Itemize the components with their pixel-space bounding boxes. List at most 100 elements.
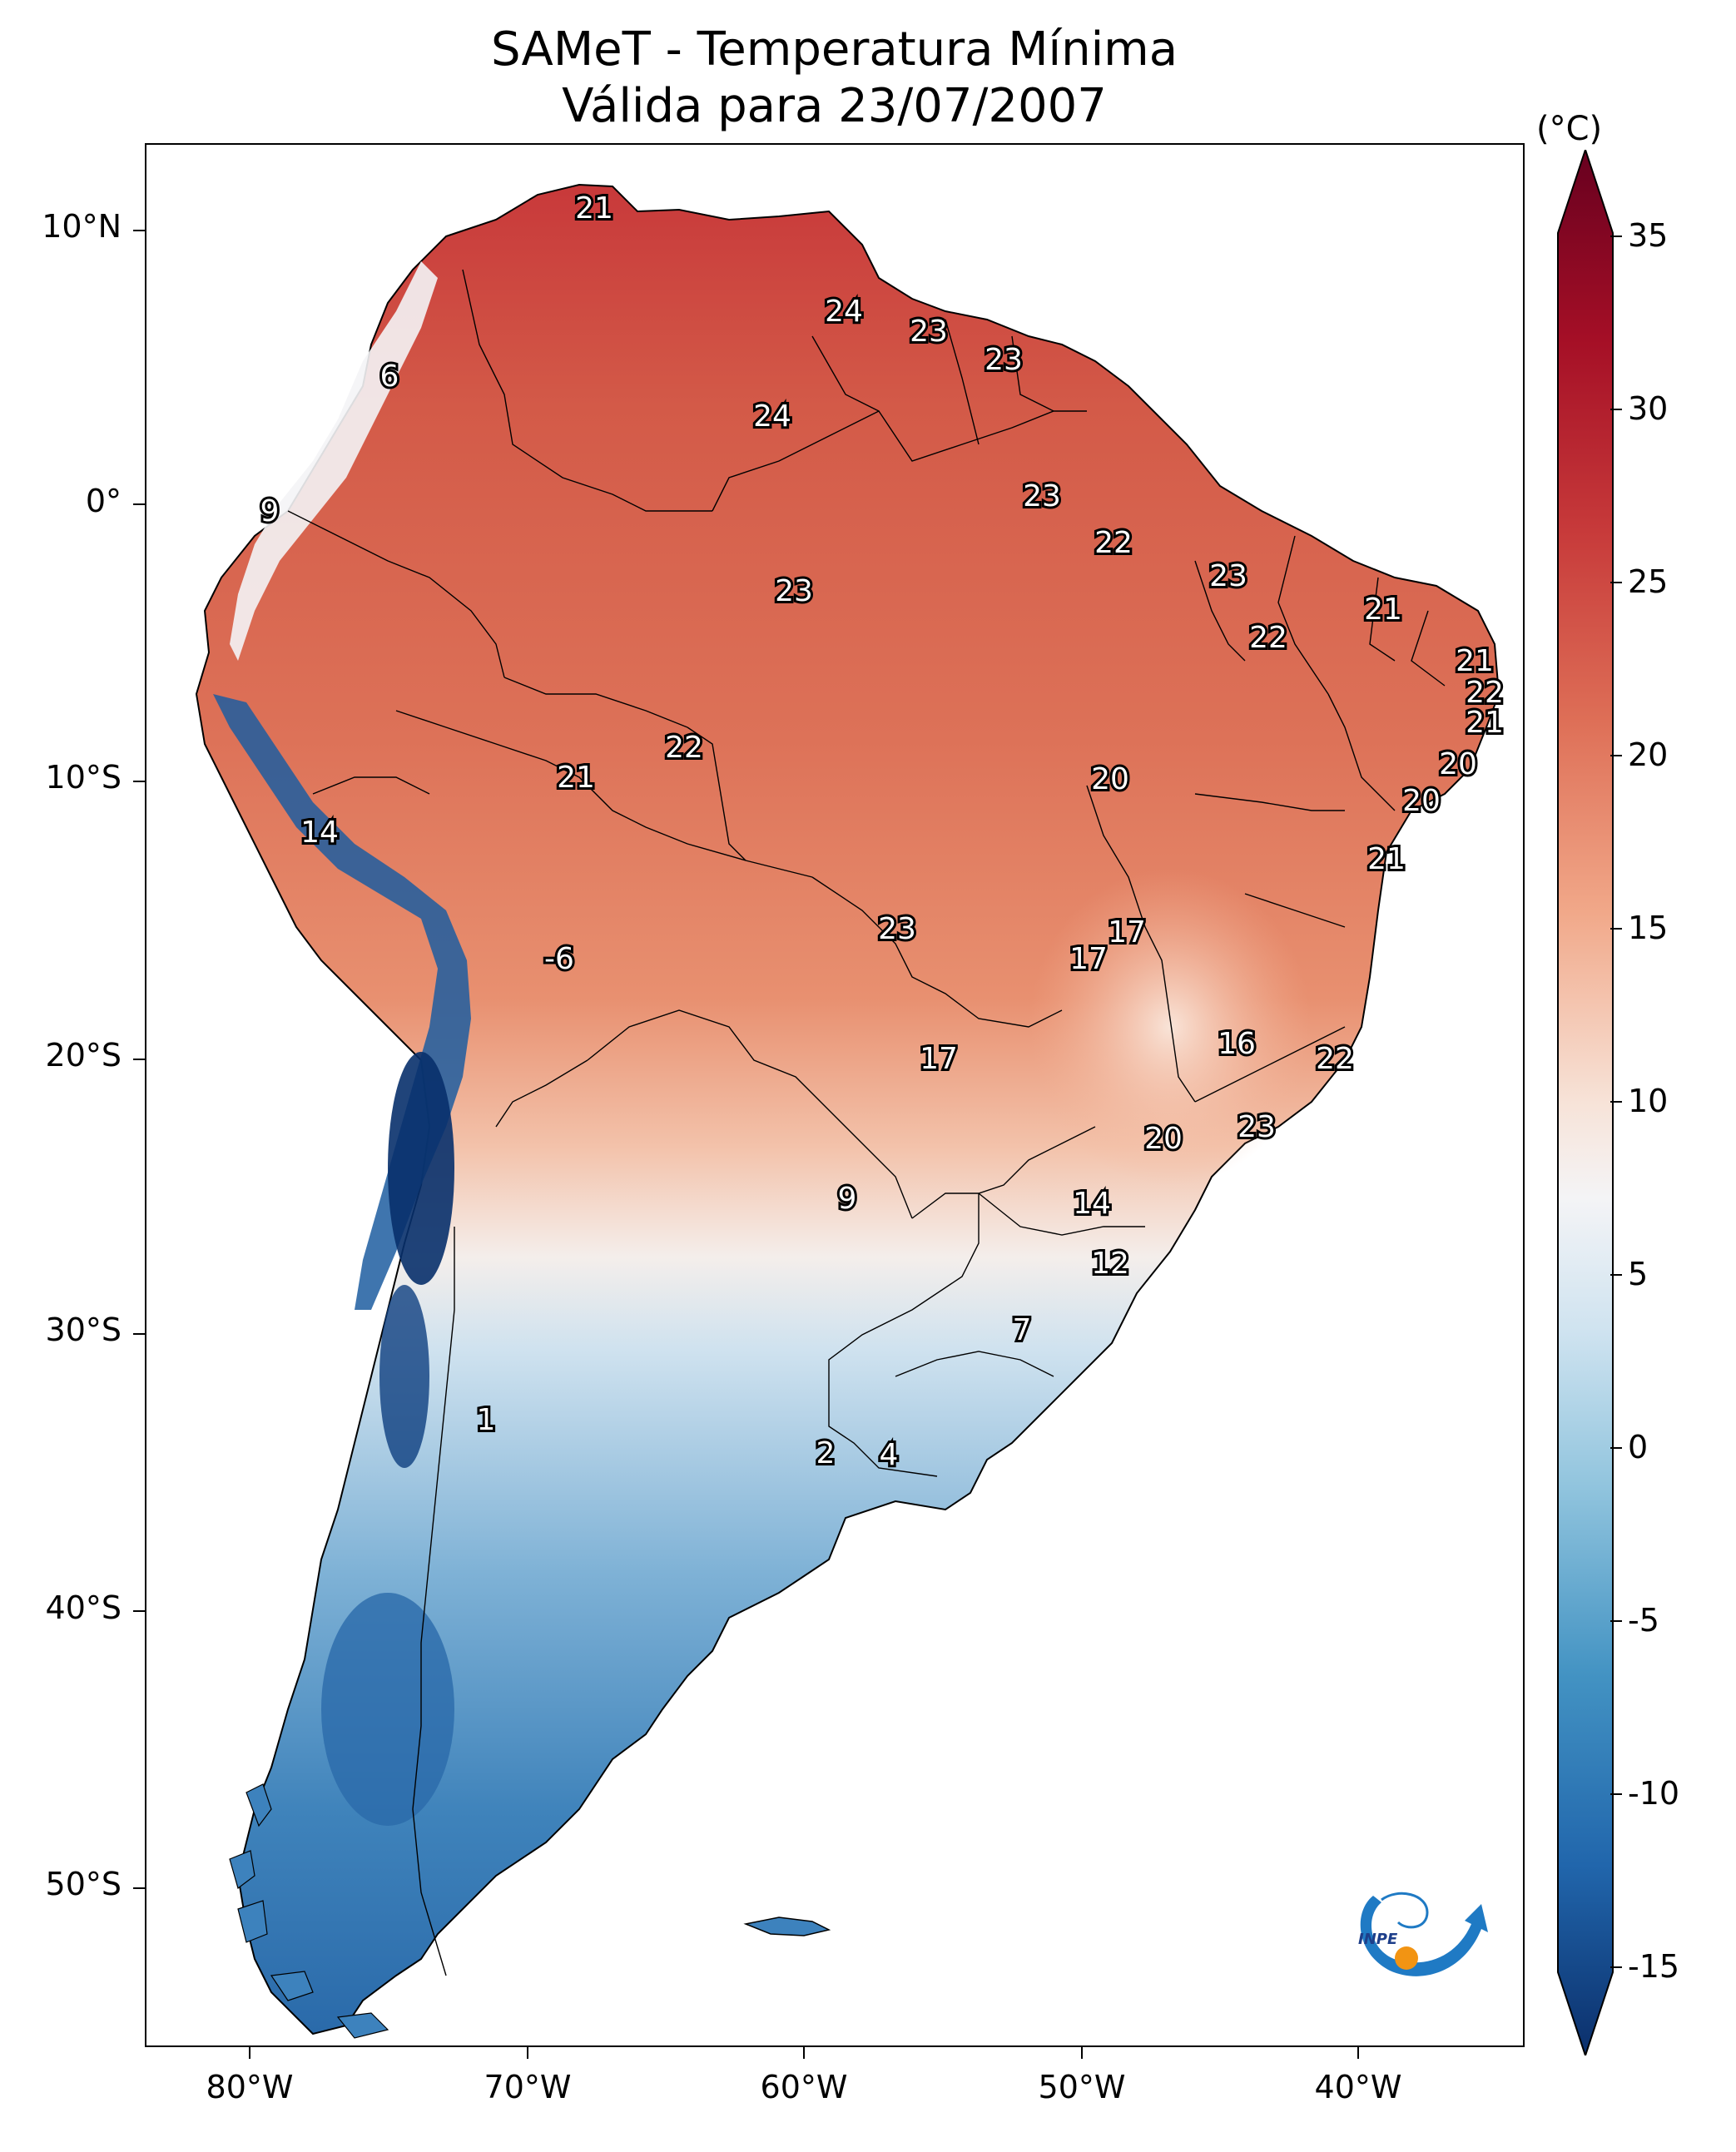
colorbar-tick: [1610, 1793, 1622, 1795]
south-america-landmass: [195, 183, 1500, 2035]
colorbar-tick: [1610, 1447, 1622, 1449]
station-label: 21: [1456, 644, 1494, 678]
colorbar-label: 10: [1628, 1083, 1669, 1119]
station-label: 23: [775, 574, 813, 608]
station-label: 9: [260, 494, 280, 528]
colorbar-tick: [1610, 1620, 1622, 1622]
station-label: 7: [1013, 1313, 1032, 1347]
lat-tick: [133, 503, 145, 505]
colorbar-tick: [1610, 1274, 1622, 1276]
station-label: 16: [1218, 1027, 1256, 1061]
altiplano-cold-core: [388, 1052, 454, 1285]
station-label: 23: [1023, 479, 1061, 513]
lon-tick: [527, 2047, 528, 2059]
logo-arrow: [1360, 1896, 1488, 1976]
colorbar-label: -10: [1628, 1775, 1680, 1812]
lat-tick: [133, 1059, 145, 1060]
lon-label-80w: 80°W: [206, 2069, 294, 2105]
colorbar-tick: [1610, 755, 1622, 756]
station-label: 20: [1402, 784, 1441, 818]
lat-label-50s: 50°S: [45, 1866, 122, 1902]
colorbar-label: 30: [1628, 390, 1669, 427]
patagonia-cold-region: [321, 1593, 454, 1826]
station-label: 4: [880, 1438, 899, 1472]
lat-label-20s: 20°S: [45, 1037, 122, 1074]
station-label: 23: [985, 343, 1023, 377]
station-label: 23: [1209, 559, 1247, 593]
lon-tick: [1357, 2047, 1359, 2059]
country-borders: [287, 269, 1446, 1976]
colorbar-tick: [1610, 1101, 1622, 1103]
station-label: 21: [1364, 593, 1402, 627]
station-label: 23: [878, 912, 916, 946]
station-label: 22: [1466, 676, 1504, 710]
central-andes-cold-core: [379, 1285, 429, 1468]
station-label: 14: [300, 816, 339, 850]
station-label: -6: [544, 942, 574, 976]
station-label: 20: [1091, 762, 1129, 796]
station-label: 24: [753, 399, 791, 434]
station-label: 17: [920, 1042, 958, 1076]
lat-tick: [133, 1610, 145, 1612]
colorbar-label: -15: [1628, 1948, 1680, 1985]
map-subtitle-date: Válida para 23/07/2007: [562, 79, 1107, 133]
station-label: 22: [1094, 526, 1133, 560]
colorbar-label: 5: [1628, 1256, 1649, 1292]
station-label: 24: [825, 295, 863, 329]
station-label: 21: [575, 191, 613, 226]
colorbar-tick: [1610, 409, 1622, 410]
colorbar-label: 0: [1628, 1429, 1649, 1465]
station-label: 21: [1367, 842, 1406, 876]
colorbar-label: 25: [1628, 563, 1669, 600]
logo-orange-dot: [1395, 1946, 1418, 1970]
colorbar-label: -5: [1628, 1602, 1659, 1639]
station-label: 12: [1091, 1247, 1129, 1281]
lat-tick: [133, 1887, 145, 1889]
lat-tick: [133, 781, 145, 782]
colorbar-tick: [1610, 582, 1622, 583]
map-panel: 21 24 23 23 6 24 9 23 22 23 23 21 22 21 …: [145, 143, 1525, 2047]
lon-tick: [1081, 2047, 1083, 2059]
station-label: 6: [380, 359, 399, 394]
station-label: 17: [1069, 942, 1108, 976]
south-america-temperature-map: 21 24 23 23 6 24 9 23 22 23 23 21 22 21 …: [195, 183, 1506, 2039]
station-label: 22: [665, 731, 703, 765]
lon-label-40w: 40°W: [1314, 2069, 1402, 2105]
station-label: 1: [477, 1403, 496, 1437]
station-label: 17: [1108, 915, 1146, 950]
inpe-logo: [1360, 1892, 1488, 1976]
lat-label-10s: 10°S: [45, 759, 122, 796]
colorbar-tick: [1610, 1966, 1622, 1968]
station-label: 14: [1073, 1187, 1111, 1221]
southern-chile-islands: [229, 1783, 389, 2039]
lon-label-70w: 70°W: [484, 2069, 572, 2105]
colorbar-label: 35: [1628, 217, 1669, 254]
lat-label-10n: 10°N: [42, 208, 122, 245]
colorbar-unit: (°C): [1536, 110, 1603, 148]
logo-orbit: [1381, 1892, 1429, 1929]
lon-tick: [803, 2047, 805, 2059]
lat-label-30s: 30°S: [45, 1312, 122, 1348]
colorbar-label: 20: [1628, 736, 1669, 773]
colorbar-tick: [1610, 236, 1622, 237]
station-label: 20: [1144, 1122, 1183, 1156]
station-label: 20: [1439, 747, 1477, 781]
lat-label-0: 0°: [85, 483, 122, 519]
station-label: 21: [557, 761, 595, 795]
southeast-brazil-mild-region: [1029, 869, 1312, 1185]
colorbar-tick: [1610, 928, 1622, 930]
station-label: 21: [1466, 706, 1504, 740]
northern-andes-cool-streak: [230, 261, 438, 661]
map-title: SAMeT - Temperatura Mínima: [490, 22, 1178, 77]
colorbar-label: 15: [1628, 910, 1669, 946]
lon-tick: [249, 2047, 250, 2059]
station-labels: 21 24 23 23 6 24 9 23 22 23 23 21 22 21 …: [258, 189, 1506, 1475]
inpe-logo-text: INPE: [1358, 1931, 1398, 1948]
station-label: 22: [1249, 621, 1287, 655]
colorbar-gradient: [1557, 150, 1614, 2055]
lat-label-40s: 40°S: [45, 1589, 122, 1626]
lat-tick: [133, 230, 145, 231]
lon-label-50w: 50°W: [1038, 2069, 1126, 2105]
station-label: 2: [816, 1436, 836, 1470]
station-label: 9: [838, 1182, 857, 1216]
